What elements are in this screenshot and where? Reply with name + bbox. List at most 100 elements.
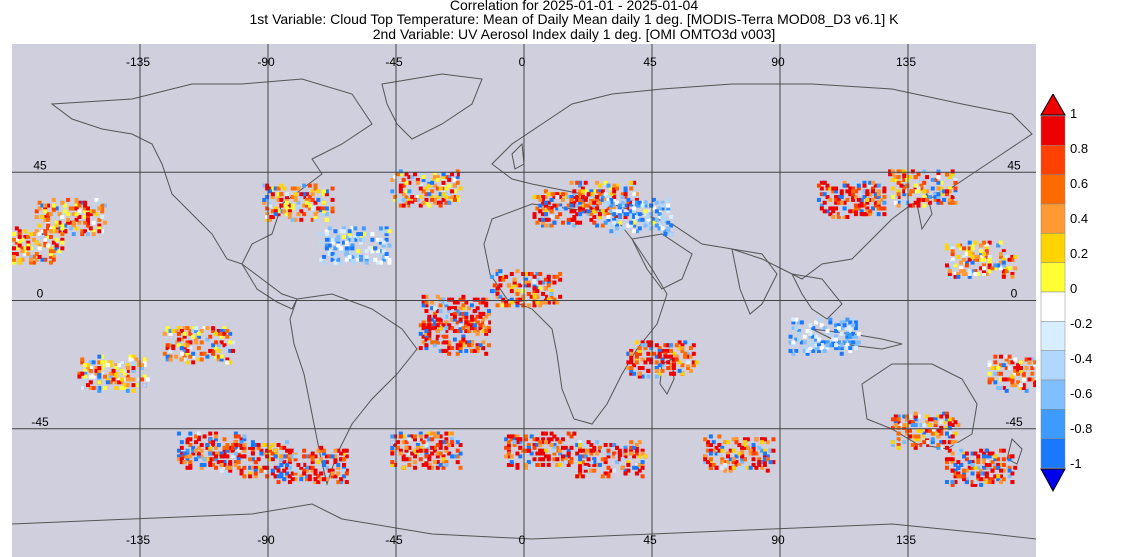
correlation-cell	[361, 237, 366, 242]
correlation-cell	[239, 471, 244, 476]
correlation-cell	[757, 462, 762, 467]
correlation-cell	[324, 454, 329, 459]
correlation-cell	[657, 209, 662, 214]
correlation-cell	[213, 454, 218, 459]
correlation-cell	[580, 197, 585, 202]
correlation-cell	[324, 246, 329, 251]
correlation-cell	[515, 283, 520, 288]
correlation-cell	[987, 451, 992, 456]
correlation-cell	[219, 462, 224, 467]
correlation-cell	[822, 209, 827, 214]
correlation-cell	[944, 431, 949, 436]
correlation-cell	[450, 431, 455, 436]
correlation-cell	[959, 246, 964, 251]
correlation-cell	[720, 448, 725, 453]
correlation-cell	[324, 217, 329, 222]
correlation-cell	[822, 200, 827, 205]
correlation-cell	[46, 226, 51, 231]
correlation-cell	[34, 240, 39, 245]
correlation-cell	[626, 366, 631, 371]
correlation-cell	[674, 357, 679, 362]
correlation-cell	[979, 257, 984, 262]
correlation-cell	[239, 440, 244, 445]
correlation-cell	[88, 380, 93, 385]
correlation-cell	[1004, 354, 1009, 359]
correlation-cell	[199, 340, 204, 345]
correlation-cell	[515, 291, 520, 296]
correlation-cell	[535, 451, 540, 456]
correlation-cell	[1004, 388, 1009, 393]
correlation-cell	[304, 197, 309, 202]
correlation-cell	[447, 192, 452, 197]
correlation-cell	[296, 206, 301, 211]
correlation-cell	[600, 223, 605, 228]
correlation-cell	[959, 269, 964, 274]
correlation-cell	[825, 329, 830, 333]
correlation-cell	[211, 462, 216, 467]
correlation-cell	[194, 340, 199, 345]
correlation-cell	[560, 454, 565, 459]
correlation-cell	[322, 192, 327, 197]
correlation-cell	[435, 334, 440, 339]
correlation-cell	[165, 357, 170, 362]
correlation-cell	[492, 283, 497, 288]
correlation-cell	[623, 189, 628, 194]
correlation-cell	[316, 209, 321, 214]
correlation-cell	[714, 445, 719, 450]
correlation-cell	[83, 220, 88, 225]
correlation-cell	[455, 180, 460, 185]
correlation-cell	[546, 280, 551, 285]
correlation-cell	[512, 434, 517, 439]
correlation-cell	[324, 206, 329, 211]
correlation-cell	[384, 254, 389, 259]
correlation-cell	[853, 209, 858, 214]
correlation-cell	[125, 388, 130, 393]
correlation-cell	[589, 197, 594, 202]
correlation-cell	[944, 243, 949, 248]
correlation-cell	[435, 177, 440, 182]
correlation-cell	[708, 460, 713, 465]
correlation-cell	[216, 331, 221, 336]
correlation-cell	[103, 374, 108, 379]
correlation-cell	[868, 192, 873, 197]
correlation-cell	[979, 482, 984, 487]
correlation-cell	[933, 192, 938, 197]
correlation-cell	[538, 195, 543, 200]
correlation-cell	[634, 465, 639, 470]
correlation-cell	[634, 357, 639, 362]
correlation-cell	[944, 263, 949, 268]
correlation-cell	[88, 366, 93, 371]
correlation-cell	[296, 200, 301, 205]
correlation-cell	[438, 451, 443, 456]
correlation-cell	[890, 186, 895, 191]
correlation-cell	[322, 206, 327, 211]
correlation-cell	[48, 254, 53, 259]
correlation-cell	[120, 377, 125, 382]
correlation-cell	[310, 189, 315, 194]
correlation-cell	[290, 454, 295, 459]
correlation-cell	[896, 169, 901, 174]
correlation-cell	[842, 323, 847, 328]
correlation-cell	[125, 363, 130, 368]
correlation-cell	[871, 206, 876, 211]
correlation-cell	[282, 209, 287, 214]
correlation-cell	[80, 371, 85, 376]
correlation-cell	[37, 223, 42, 228]
correlation-cell	[560, 445, 565, 450]
correlation-cell	[936, 180, 941, 185]
correlation-cell	[327, 454, 332, 459]
correlation-cell	[950, 460, 955, 465]
correlation-cell	[427, 331, 432, 336]
correlation-cell	[225, 445, 230, 450]
correlation-cell	[131, 357, 136, 362]
correlation-cell	[74, 197, 79, 202]
correlation-cell	[541, 294, 546, 299]
correlation-cell	[999, 254, 1004, 259]
correlation-cell	[458, 340, 463, 345]
correlation-cell	[478, 300, 483, 305]
correlation-cell	[922, 440, 927, 445]
correlation-cell	[125, 374, 130, 379]
correlation-cell	[475, 297, 480, 302]
correlation-cell	[324, 232, 329, 237]
correlation-cell	[634, 203, 639, 208]
